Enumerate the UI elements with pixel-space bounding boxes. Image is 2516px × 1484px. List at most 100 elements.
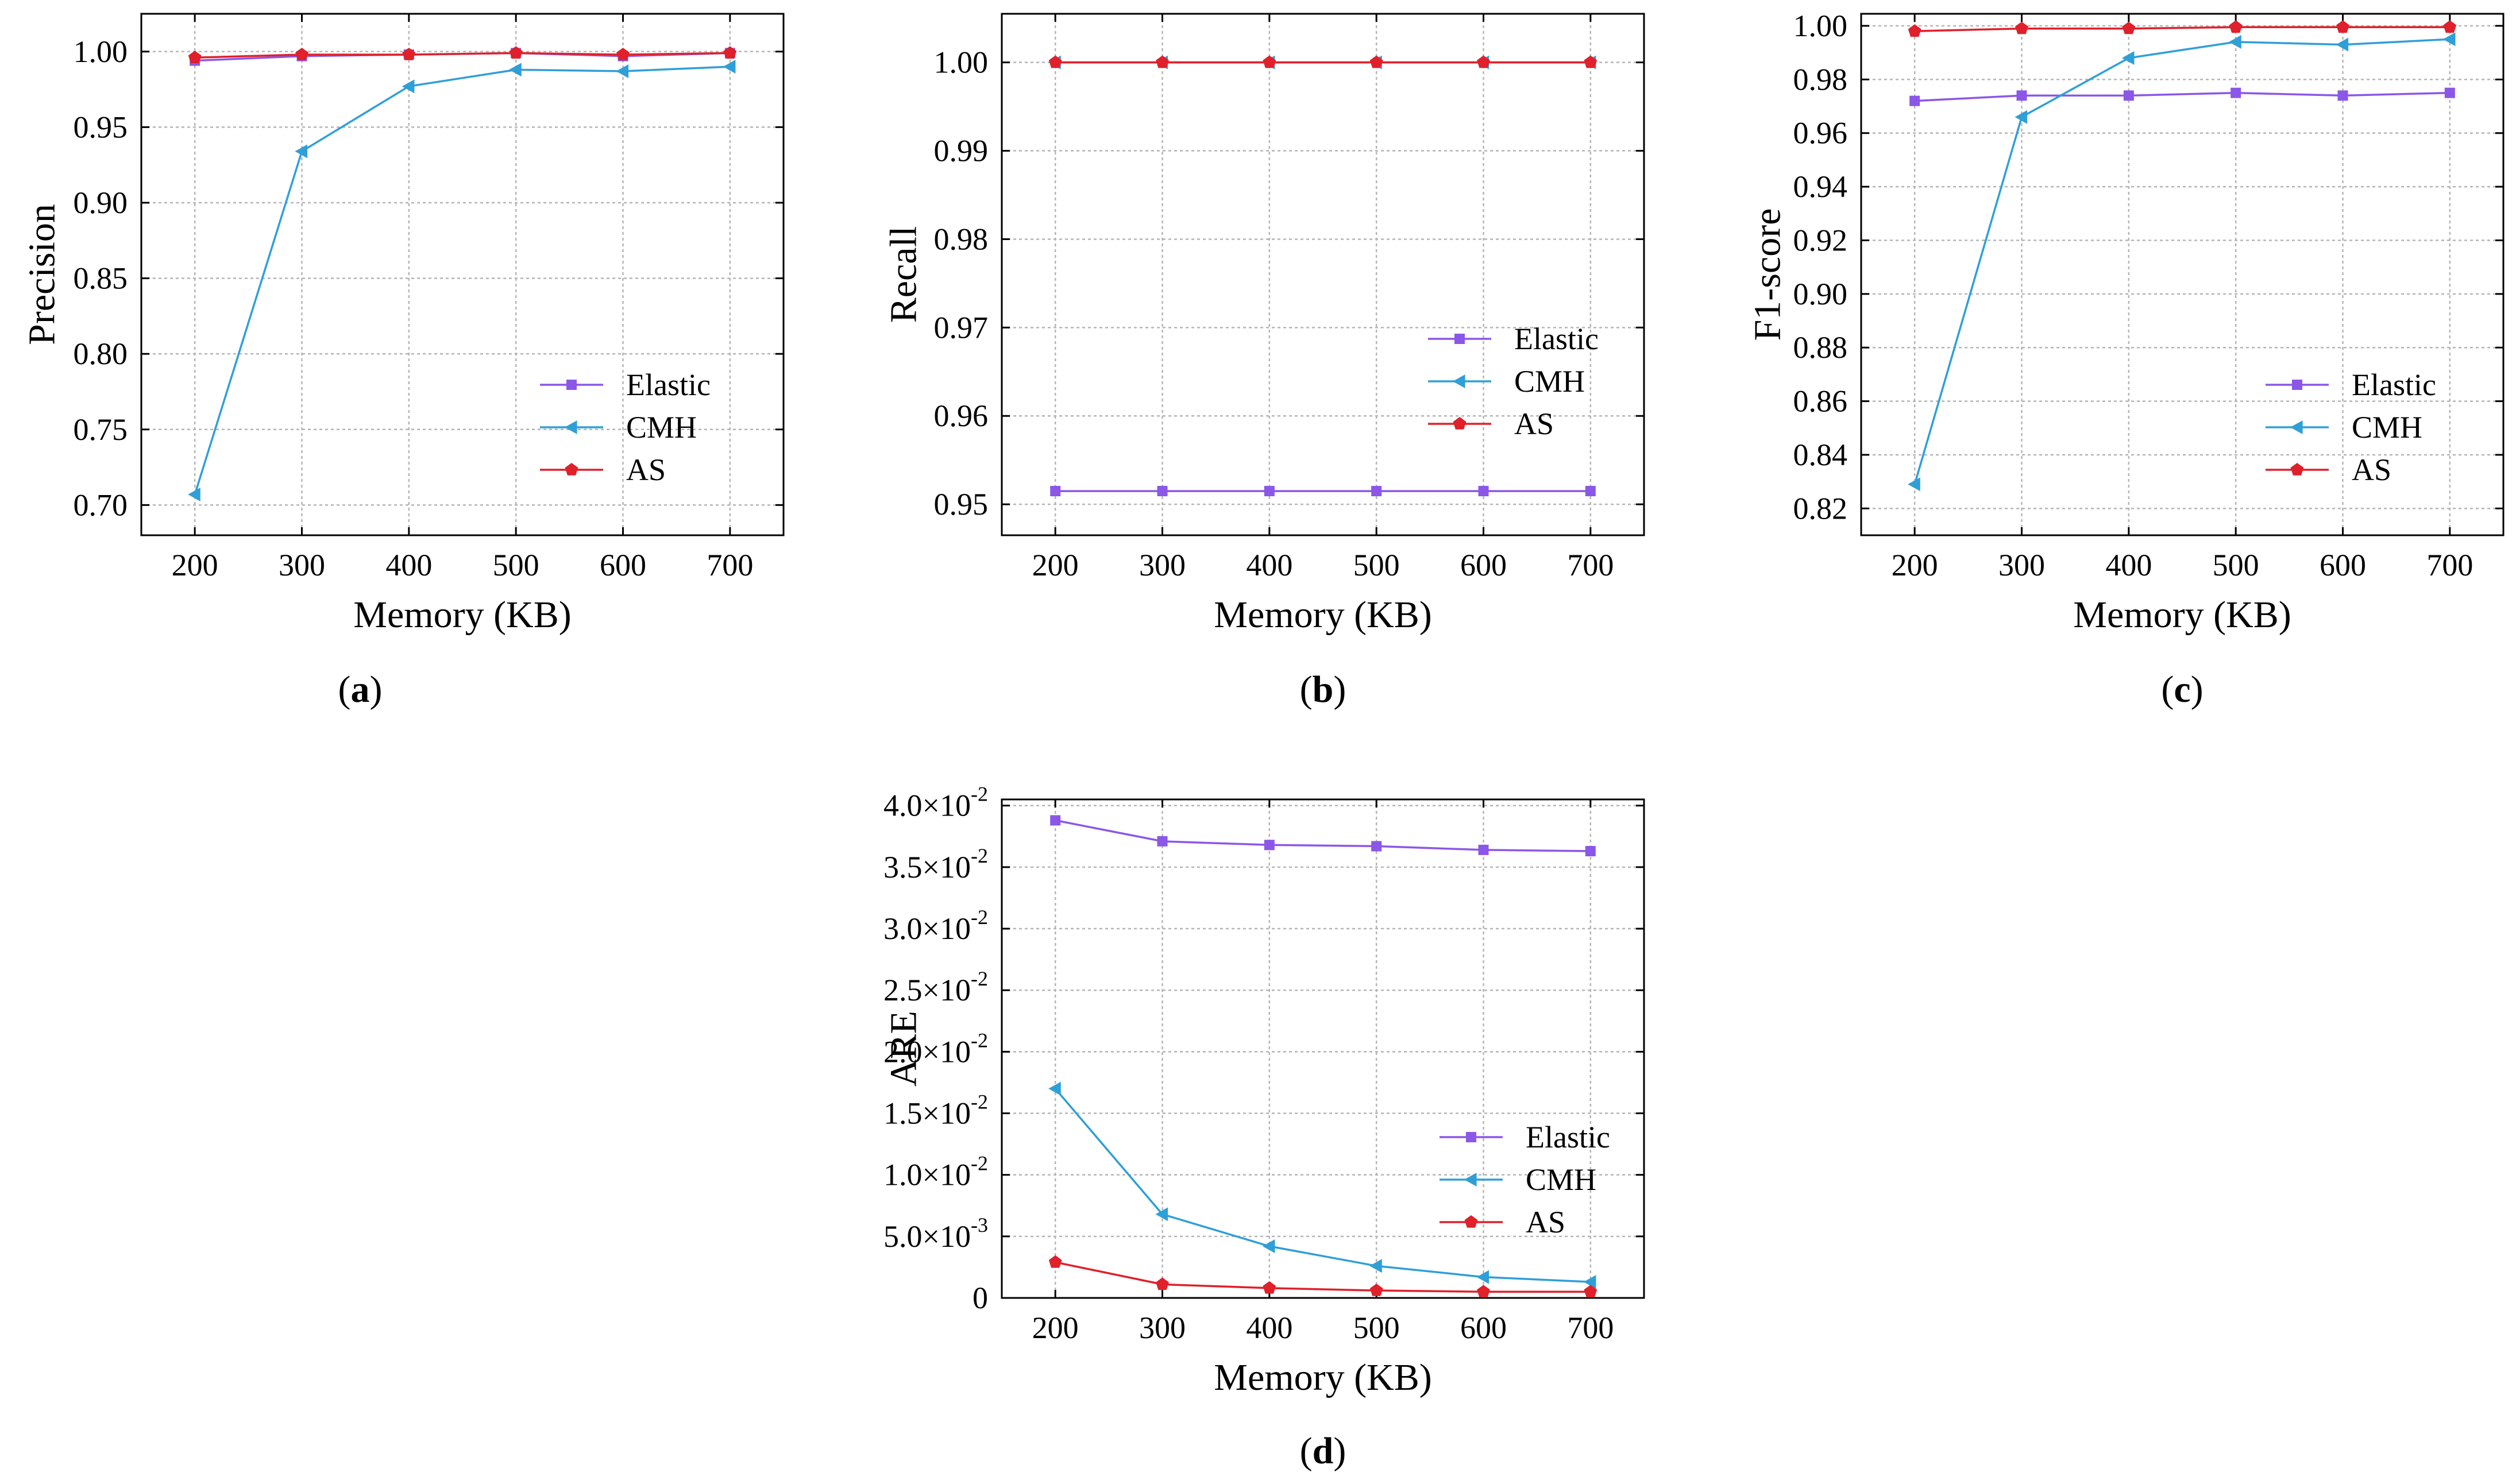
y-tick-mantissa: 1.0×10 <box>883 1158 971 1192</box>
data-point-as <box>1156 55 1169 68</box>
data-point-cmh <box>1048 1081 1061 1096</box>
y-tick-label: 1.00 <box>1793 9 1848 43</box>
caption-letter: b <box>1313 668 1334 710</box>
legend-marker-elastic <box>2292 380 2302 390</box>
y-tick-label: 0.70 <box>74 488 128 522</box>
legend-marker-as <box>1453 417 1467 430</box>
chart-b: 200 300 400 500 600 700 0.95 0.96 0.97 0.98 0.99 1.… <box>882 13 1645 710</box>
data-point-elastic <box>1585 486 1596 497</box>
y-axis-label: Recall <box>882 226 924 323</box>
series-line-cmh <box>194 65 730 495</box>
data-point-cmh <box>2442 32 2456 47</box>
x-tick-label: 500 <box>1353 548 1400 582</box>
data-point-cmh <box>723 60 736 74</box>
y-tick-exponent: -2 <box>971 1091 988 1114</box>
y-tick-label: 0.98 <box>934 222 989 256</box>
y-tick-label: 1.5×10-2 <box>883 1091 988 1131</box>
y-tick-label: 3.5×10-2 <box>883 844 988 884</box>
y-tick-label: 4.0×10-2 <box>883 783 988 823</box>
y-tick-exponent: -2 <box>971 967 988 990</box>
caption-close: ) <box>2191 668 2204 710</box>
data-point-as <box>1263 1281 1276 1294</box>
data-point-cmh <box>295 144 308 159</box>
data-point-cmh <box>616 64 629 79</box>
legend-marker-cmh <box>565 420 577 434</box>
y-tick-label: 0.97 <box>934 310 989 345</box>
x-tick-label: 700 <box>1567 1311 1614 1345</box>
caption-letter: c <box>2174 668 2190 710</box>
x-tick-label: 300 <box>279 548 325 582</box>
x-axis-label: Memory (KB) <box>1214 1357 1431 1398</box>
y-tick-exponent: -2 <box>971 906 988 929</box>
y-tick-mantissa: 2.5×10 <box>883 973 971 1007</box>
legend-label-cmh: CMH <box>1514 364 1585 399</box>
legend-label-elastic: Elastic <box>626 368 711 402</box>
x-tick-label: 600 <box>1460 548 1507 582</box>
y-tick-exponent: -2 <box>971 844 988 867</box>
caption-open: ( <box>2161 668 2174 710</box>
data-point-elastic <box>1371 841 1382 852</box>
caption-close: ) <box>1333 668 1346 710</box>
chart-a: 200 300 400 500 600 700 0.70 0.75 0.80 0.85 0.90 0.… <box>21 13 785 710</box>
y-tick-mantissa: 0 <box>973 1281 988 1315</box>
data-point-as <box>1048 55 1062 68</box>
x-tick-label: 600 <box>1460 1311 1507 1345</box>
data-point-elastic <box>1264 486 1275 497</box>
y-tick-label: 0.84 <box>1793 438 1848 472</box>
y-tick-label: 1.00 <box>74 34 128 69</box>
data-point-elastic <box>1909 95 1920 106</box>
data-point-as <box>2229 20 2243 33</box>
y-tick-label: 0.88 <box>1793 330 1848 365</box>
x-tick-label: 200 <box>172 548 218 582</box>
data-point-cmh <box>2229 35 2241 49</box>
data-point-cmh <box>1583 1275 1596 1289</box>
legend-label-as: AS <box>1514 407 1554 441</box>
y-tick-label: 0.86 <box>1793 384 1848 419</box>
x-tick-label: 300 <box>1139 1311 1186 1345</box>
chart-d: 200 300 400 500 600 70005.0×10-31.0×10-21.5×1… <box>882 783 1645 1472</box>
legend-marker-cmh <box>1453 374 1465 388</box>
data-point-elastic <box>1050 815 1061 826</box>
y-tick-label: 5.0×10-3 <box>883 1214 988 1254</box>
y-tick-exponent: -2 <box>971 1029 988 1052</box>
data-point-cmh <box>1155 1207 1168 1222</box>
x-axis-label: Memory (KB) <box>2073 594 2291 636</box>
x-tick-label: 300 <box>1139 548 1186 582</box>
legend-marker-elastic <box>566 380 577 390</box>
y-tick-mantissa: 3.5×10 <box>883 850 971 884</box>
caption-close: ) <box>370 668 383 710</box>
data-point-as <box>1477 55 1490 68</box>
y-tick-exponent: -2 <box>971 783 988 806</box>
x-axis-label: Memory (KB) <box>353 594 571 636</box>
data-point-elastic <box>1264 840 1275 851</box>
data-point-elastic <box>2337 90 2348 101</box>
legend-marker-as <box>565 463 578 476</box>
y-tick-mantissa: 3.0×10 <box>883 911 971 946</box>
y-tick-label: 0.80 <box>74 337 128 371</box>
legend-label-cmh: CMH <box>2352 410 2422 445</box>
legend-label-elastic: Elastic <box>1514 322 1599 356</box>
x-tick-label: 600 <box>2320 548 2366 582</box>
y-tick-label: 0.90 <box>74 186 128 220</box>
caption-open: ( <box>338 668 351 710</box>
data-point-as <box>1369 55 1383 68</box>
x-tick-label: 400 <box>1246 1311 1292 1345</box>
y-axis-label: F1-score <box>1746 208 1788 341</box>
y-tick-exponent: -3 <box>971 1214 988 1236</box>
plot-frame <box>1001 13 1645 536</box>
y-tick-exponent: -2 <box>971 1152 988 1175</box>
data-point-as <box>2336 20 2349 33</box>
caption-open: ( <box>1300 1430 1313 1472</box>
subplot-caption: (a) <box>338 668 383 710</box>
legend-label-cmh: CMH <box>626 410 697 445</box>
y-tick-label: 0.96 <box>934 399 989 433</box>
x-tick-label: 200 <box>1892 548 1938 582</box>
y-tick-label: 0.98 <box>1793 62 1848 96</box>
subplot-caption: (d) <box>1300 1430 1346 1472</box>
y-tick-label: 0.82 <box>1793 491 1848 525</box>
caption-letter: a <box>351 668 370 710</box>
subplot-caption: (c) <box>2161 668 2203 710</box>
legend-marker-cmh <box>2290 420 2303 434</box>
data-point-cmh <box>2121 51 2135 65</box>
series-line-elastic <box>1915 91 2450 102</box>
